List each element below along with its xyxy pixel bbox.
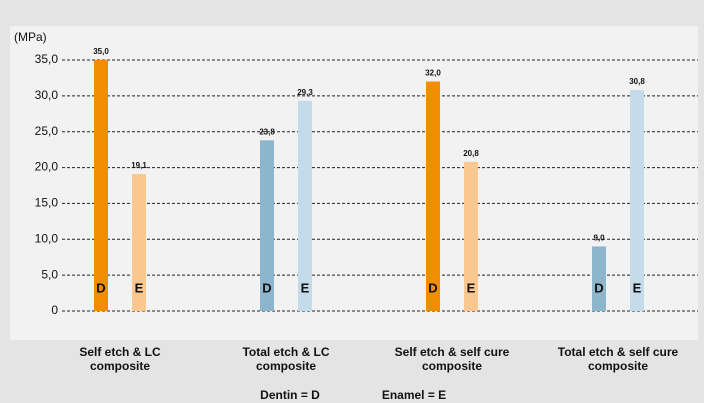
bar [260,140,274,311]
x-tick-label: Total etch & LC [242,345,329,359]
x-tick-label: Self etch & self cure [395,345,510,359]
bar-series-letter: E [467,280,476,295]
x-tick-label: composite [90,359,150,373]
bar [132,174,146,311]
plot-panel [10,26,698,340]
value-label: 30,8 [629,77,645,86]
bar-series-letter: D [96,280,105,295]
x-tick-label: composite [588,359,648,373]
value-label: 32,0 [425,69,441,78]
y-tick-label: 35,0 [35,52,59,66]
bar [94,60,108,311]
y-axis-label: (MPa) [14,30,47,44]
bar [592,246,606,311]
value-label: 9,0 [593,234,605,243]
y-tick-label: 15,0 [35,196,59,210]
x-tick-label: composite [256,359,316,373]
bar [630,90,644,312]
y-tick-label: 0 [51,303,58,317]
value-label: 19,1 [131,161,147,170]
y-tick-label: 20,0 [35,160,59,174]
bar [464,161,478,311]
y-tick-label: 5,0 [41,267,58,281]
value-label: 23,8 [259,127,275,136]
x-tick-label: Total etch & self cure [558,345,679,359]
bar [426,81,440,311]
legend-entry: Dentin = D [260,388,320,402]
bar-series-letter: E [633,280,642,295]
bar-series-letter: D [428,280,437,295]
bar-series-letter: E [301,280,310,295]
value-label: 20,8 [463,149,479,158]
y-tick-label: 10,0 [35,231,59,245]
value-label: 35,0 [93,47,109,56]
bar-series-letter: D [262,280,271,295]
bar-series-letter: D [594,280,603,295]
legend-entry: Enamel = E [382,388,446,402]
y-tick-label: 25,0 [35,124,59,138]
x-tick-label: Self etch & LC [79,345,161,359]
x-tick-label: composite [422,359,482,373]
bar-series-letter: E [135,280,144,295]
y-tick-label: 30,0 [35,88,59,102]
value-label: 29,3 [297,88,313,97]
bar [298,100,312,312]
